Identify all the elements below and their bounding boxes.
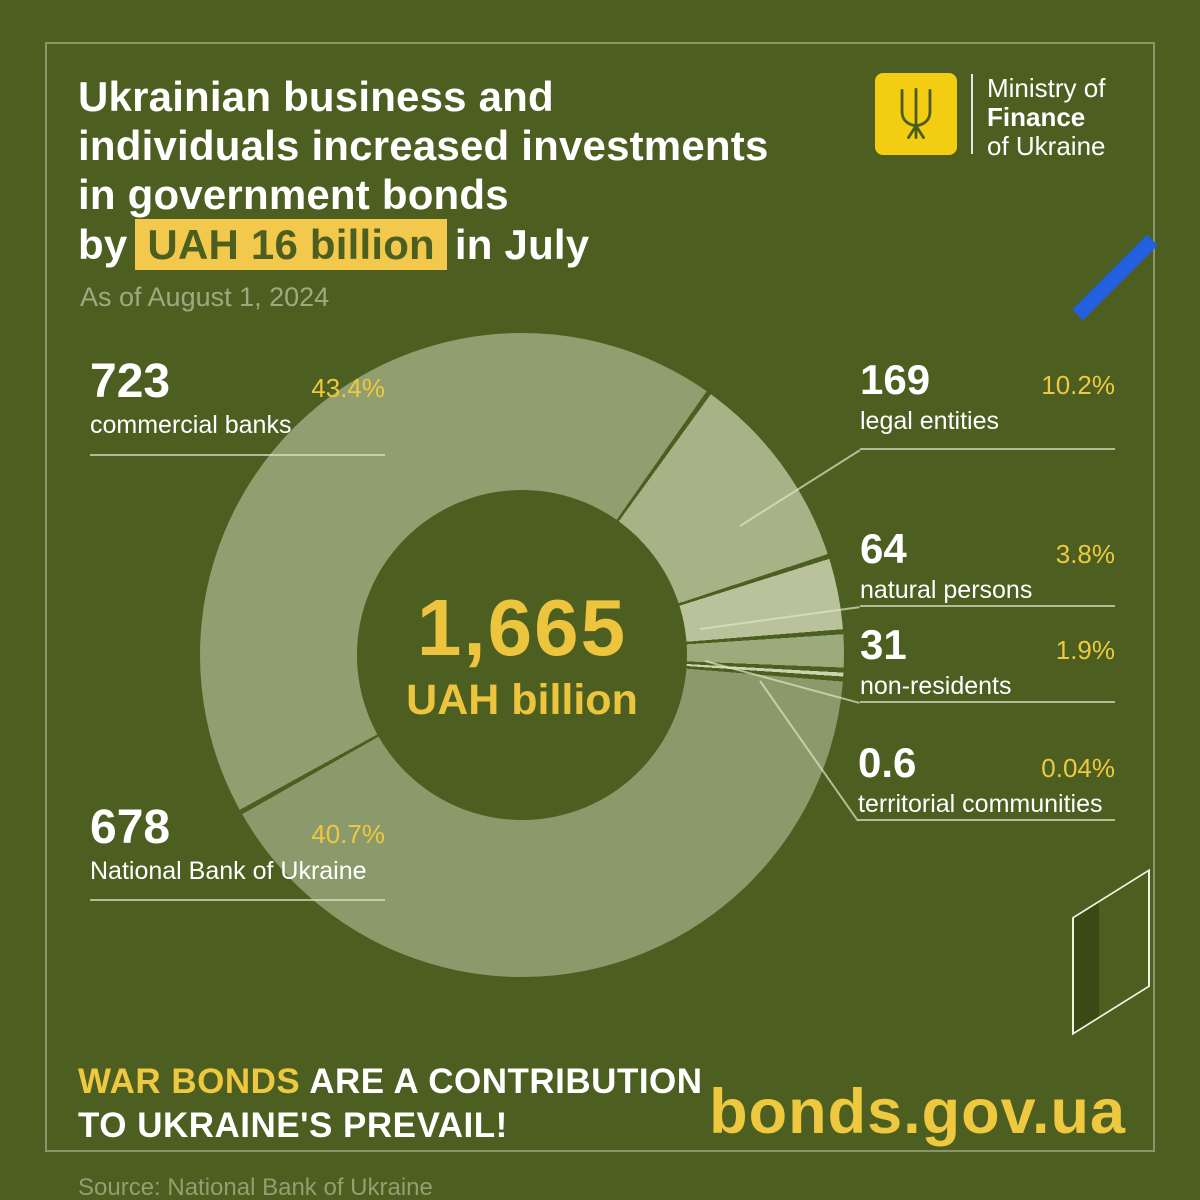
stat-value: 64 — [860, 525, 907, 572]
leader-line — [860, 605, 1115, 607]
stat-label: commercial banks — [90, 411, 292, 439]
parallelogram-decoration — [1072, 868, 1150, 1036]
slogan-line1-rest: ARE A CONTRIBUTION — [309, 1062, 703, 1101]
stat-percent: 1.9% — [1055, 635, 1115, 665]
stat-percent: 0.04% — [1041, 753, 1115, 783]
stat-national-bank: 678 40.7% National Bank of Ukraine — [90, 803, 385, 886]
stat-natural-persons: 64 3.8% natural persons — [860, 526, 1115, 605]
stat-non-residents: 31 1.9% non-residents — [860, 622, 1115, 701]
stat-label: territorial communities — [858, 790, 1103, 818]
stat-label: natural persons — [860, 576, 1033, 604]
leader-line — [860, 701, 1115, 703]
stat-value: 31 — [860, 621, 907, 668]
title-line: by UAH 16 billion in July — [78, 219, 769, 270]
logo-divider — [971, 74, 973, 154]
stat-value: 723 — [90, 355, 171, 408]
leader-line — [90, 454, 385, 456]
slogan-line2: TO UKRAINE'S PREVAIL! — [78, 1106, 508, 1145]
trident-emblem-icon — [875, 73, 957, 155]
as-of-date: As of August 1, 2024 — [80, 282, 330, 312]
stat-legal-entities: 169 10.2% legal entities — [860, 357, 1115, 436]
stat-label: National Bank of Ukraine — [90, 857, 367, 885]
donut-chart — [200, 333, 844, 977]
stat-percent: 43.4% — [311, 373, 385, 403]
logo-org-line1: Ministry of — [987, 73, 1106, 103]
stat-commercial-banks: 723 43.4% commercial banks — [90, 357, 385, 440]
title-line4-suffix: in July — [454, 221, 590, 268]
donut-hole — [357, 490, 687, 820]
title-line4-prefix: by — [78, 221, 128, 268]
page-title: Ukrainian business and individuals incre… — [78, 72, 769, 270]
title-line: Ukrainian business and — [78, 73, 554, 120]
stat-value: 169 — [860, 356, 931, 403]
stat-value: 0.6 — [858, 739, 917, 786]
stat-label: non-residents — [860, 672, 1012, 700]
slogan: WAR BONDS ARE A CONTRIBUTION TO UKRAINE'… — [78, 1060, 703, 1148]
website-link[interactable]: bonds.gov.ua — [709, 1077, 1126, 1147]
source-credit: Source: National Bank of Ukraine — [78, 1174, 433, 1200]
leader-line — [860, 448, 1115, 450]
stat-percent: 40.7% — [311, 819, 385, 849]
logo-text: Ministry of Finance of Ukraine — [987, 73, 1106, 161]
title-line: individuals increased investments — [78, 122, 769, 169]
stat-label: legal entities — [860, 407, 999, 435]
title-highlight: UAH 16 billion — [135, 219, 447, 270]
logo-org-line2: Finance — [987, 102, 1086, 132]
stat-percent: 10.2% — [1041, 370, 1115, 400]
slogan-highlight: WAR BONDS — [78, 1062, 301, 1101]
stat-value: 678 — [90, 801, 171, 854]
stat-percent: 3.8% — [1055, 539, 1115, 569]
blue-stripe-decoration — [1072, 234, 1158, 321]
stat-territorial-communities: 0.6 0.04% territorial communities — [858, 740, 1115, 819]
leader-line — [90, 899, 385, 901]
logo-org-line3: of Ukraine — [987, 131, 1106, 161]
title-line: in government bonds — [78, 171, 509, 218]
ministry-logo: Ministry of Finance of Ukraine — [875, 73, 1106, 161]
slogan-line1: WAR BONDS ARE A CONTRIBUTION — [78, 1060, 703, 1104]
leader-line — [858, 819, 1115, 821]
